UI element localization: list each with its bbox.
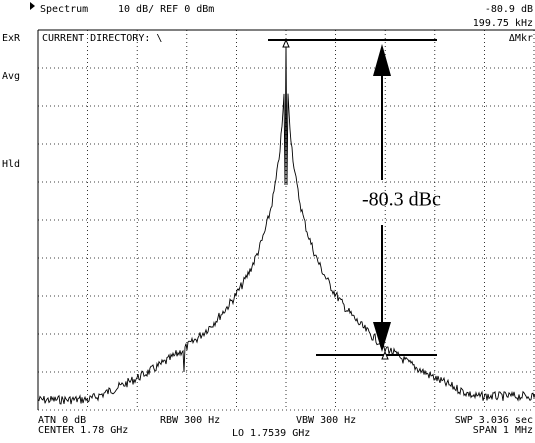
footer-lo: LO 1.7539 GHz [232,428,310,439]
footer-center: CENTER 1.78 GHz [38,425,128,436]
marker [282,38,290,48]
mode-label: Spectrum [40,4,88,15]
header-arrow [30,2,35,10]
side-label: Avg [2,71,20,82]
marker-type: ΔMkr [509,33,533,44]
footer-span: SPAN 1 MHz [473,425,533,436]
dbc-annotation: -80.3 dBc [362,189,441,211]
marker [381,350,389,360]
directory-label: CURRENT DIRECTORY: \ [42,33,162,44]
arrow-head [373,322,391,352]
marker-level: -80.9 dB [485,4,533,15]
spectrum-trace [37,39,535,405]
footer-atn: ATN 0 dB [38,415,86,426]
footer-rbw: RBW 300 Hz [160,415,220,426]
marker-frequency: 199.75 kHz [473,18,533,29]
scale-label: 10 dB/ REF 0 dBm [118,4,214,15]
footer-vbw: VBW 300 Hz [296,415,356,426]
side-label: ExR [2,33,21,44]
footer-swp: SWP 3.036 sec [455,415,533,426]
side-label: Hld [2,159,20,170]
arrow-head [373,44,391,76]
